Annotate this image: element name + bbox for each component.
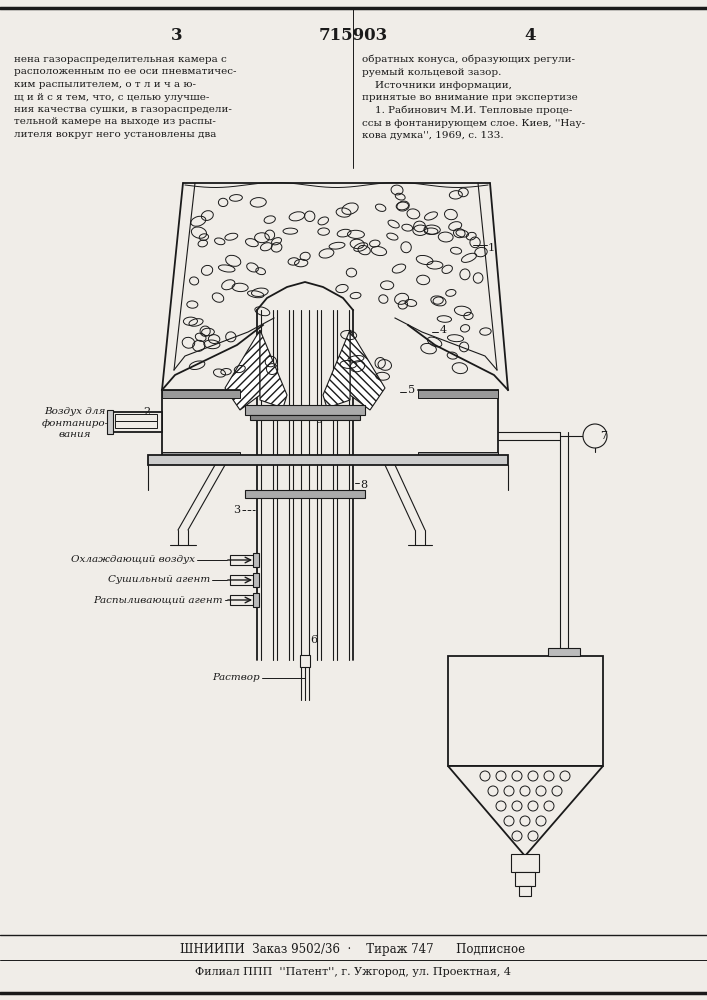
Bar	[515, 872, 535, 886]
Circle shape	[536, 786, 546, 796]
Circle shape	[544, 801, 554, 811]
Circle shape	[560, 771, 570, 781]
Circle shape	[544, 771, 554, 781]
Bar	[230, 555, 257, 565]
Bar	[300, 655, 310, 667]
Bar	[230, 575, 257, 585]
Bar	[418, 452, 498, 460]
Circle shape	[512, 801, 522, 811]
Text: Охлаждающий воздух: Охлаждающий воздух	[71, 556, 195, 564]
Polygon shape	[448, 766, 603, 856]
Text: 5: 5	[408, 385, 415, 395]
Bar	[162, 452, 240, 460]
Polygon shape	[350, 330, 385, 410]
Circle shape	[583, 424, 607, 448]
Polygon shape	[225, 330, 260, 410]
Circle shape	[528, 771, 538, 781]
Text: Сушильный агент: Сушильный агент	[107, 576, 210, 584]
Bar	[230, 595, 257, 605]
Text: 9: 9	[315, 415, 322, 425]
Bar	[548, 648, 580, 656]
Text: обратных конуса, образующих регули-
руемый кольцевой зазор.
    Источники информ: обратных конуса, образующих регули- руем…	[362, 55, 585, 140]
Text: 8: 8	[360, 480, 367, 490]
Circle shape	[496, 801, 506, 811]
Bar	[162, 390, 240, 398]
Polygon shape	[323, 330, 350, 408]
Text: ШНИИПИ  Заказ 9502/36  ·    Тираж 747      Подписное: ШНИИПИ Заказ 9502/36 · Тираж 747 Подписн…	[180, 944, 525, 956]
Bar	[253, 573, 259, 587]
Text: 3: 3	[233, 505, 240, 515]
Bar	[253, 553, 259, 567]
Text: 7: 7	[600, 431, 607, 441]
Text: 4: 4	[525, 27, 536, 44]
Text: Раствор: Раствор	[212, 674, 260, 682]
Text: Филиал ППП  ''Патент'', г. Ужгород, ул. Проектная, 4: Филиал ППП ''Патент'', г. Ужгород, ул. П…	[195, 967, 511, 977]
Bar	[250, 415, 360, 420]
Circle shape	[512, 771, 522, 781]
Bar	[418, 390, 498, 398]
Text: Распыливающий агент: Распыливающий агент	[93, 595, 223, 604]
Bar	[245, 405, 365, 415]
Bar	[245, 490, 365, 498]
Text: 715903: 715903	[318, 27, 387, 44]
Circle shape	[504, 786, 514, 796]
Text: нена газораспределительная камера с
расположенным по ее оси пневматичес-
ким рас: нена газораспределительная камера с расп…	[14, 55, 237, 139]
Circle shape	[480, 771, 490, 781]
Bar	[253, 593, 259, 607]
Text: 4: 4	[440, 325, 447, 335]
Circle shape	[528, 801, 538, 811]
Text: 6: 6	[310, 635, 317, 645]
Bar	[519, 886, 531, 896]
Bar	[511, 854, 539, 872]
Circle shape	[536, 816, 546, 826]
Text: Воздух для
фонтаниро-
вания: Воздух для фонтаниро- вания	[42, 407, 109, 439]
Circle shape	[496, 771, 506, 781]
Circle shape	[520, 816, 530, 826]
Circle shape	[520, 786, 530, 796]
Circle shape	[552, 786, 562, 796]
Text: 3: 3	[171, 27, 183, 44]
Polygon shape	[260, 330, 287, 408]
Bar	[448, 656, 603, 766]
Bar	[115, 421, 157, 428]
Circle shape	[512, 831, 522, 841]
Text: 2: 2	[143, 407, 150, 417]
Bar	[110, 412, 162, 432]
Circle shape	[488, 786, 498, 796]
Bar	[107, 410, 113, 434]
Bar	[148, 455, 508, 465]
Text: 1: 1	[488, 243, 495, 253]
Bar	[115, 414, 157, 421]
Circle shape	[528, 831, 538, 841]
Circle shape	[504, 816, 514, 826]
